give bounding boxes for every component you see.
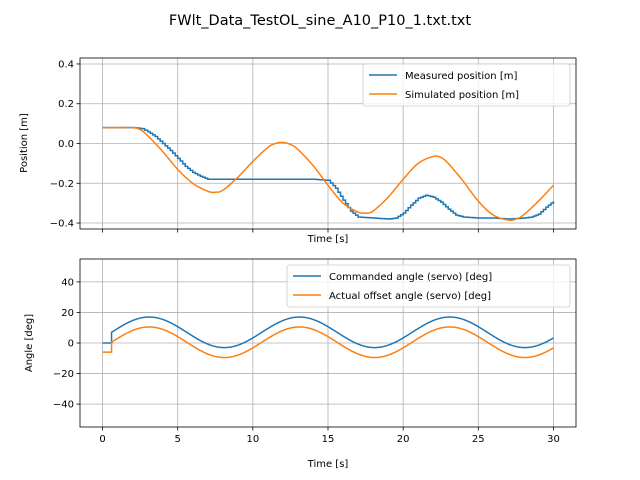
angle-y-tick-label: 0 — [68, 339, 74, 350]
angle-series-line-2 — [102, 326, 554, 359]
position-y-tick-label: −0.4 — [50, 219, 74, 230]
position-legend-box — [362, 63, 571, 107]
angle-x-tick-label: 0 — [99, 434, 105, 445]
angle-x-tick-label: 25 — [472, 434, 485, 445]
position-y-tick-label: −0.2 — [50, 179, 74, 190]
angle-y-tick-label: 40 — [61, 277, 74, 288]
angle-legend-label: Commanded angle (servo) [deg] — [329, 272, 492, 283]
angle-x-tick-label: 20 — [397, 434, 410, 445]
angle-y-axis-label: Angle [deg] — [24, 314, 35, 372]
angle-series-line-1 — [102, 316, 554, 349]
angle-y-tick-label: 20 — [61, 308, 74, 319]
angle-y-tick-label: −40 — [53, 400, 74, 411]
position-legend-label: Measured position [m] — [405, 71, 517, 82]
position-series-line-2 — [102, 126, 554, 222]
angle-x-axis-label: Time [s] — [307, 459, 349, 470]
position-x-axis-label: Time [s] — [307, 234, 349, 245]
position-legend: Measured position [m] Simulated position … — [362, 63, 571, 107]
angle-grid — [80, 259, 576, 427]
angle-axes: Time [s] Angle [deg] 0 5 10 15 20 25 30 −40 −20 0… — [24, 258, 577, 470]
angle-y-tick-label: −20 — [53, 369, 74, 380]
angle-x-tick-label: 5 — [175, 434, 181, 445]
position-y-tick-label: 0.4 — [58, 59, 74, 70]
angle-legend-label: Actual offset angle (servo) [deg] — [329, 291, 491, 302]
position-y-axis-label: Position [m] — [19, 113, 30, 173]
angle-legend-box — [286, 264, 571, 308]
angle-x-tick-label: 15 — [322, 434, 335, 445]
position-y-tick-label: 0.2 — [58, 99, 74, 110]
figure-title: FWlt_Data_TestOL_sine_A10_P10_1.txt.txt — [169, 13, 471, 29]
position-y-tick-label: 0.0 — [58, 139, 74, 150]
position-axes: Time [s] Position [m] −0.4 −0.2 0.0 0.2 0.4 M… — [19, 57, 577, 245]
position-series-line-1 — [102, 126, 555, 220]
angle-legend: Commanded angle (servo) [deg] Actual offs… — [286, 264, 571, 308]
position-legend-label: Simulated position [m] — [405, 90, 519, 101]
angle-x-tick-label: 10 — [246, 434, 259, 445]
angle-x-tick-label: 30 — [547, 434, 560, 445]
